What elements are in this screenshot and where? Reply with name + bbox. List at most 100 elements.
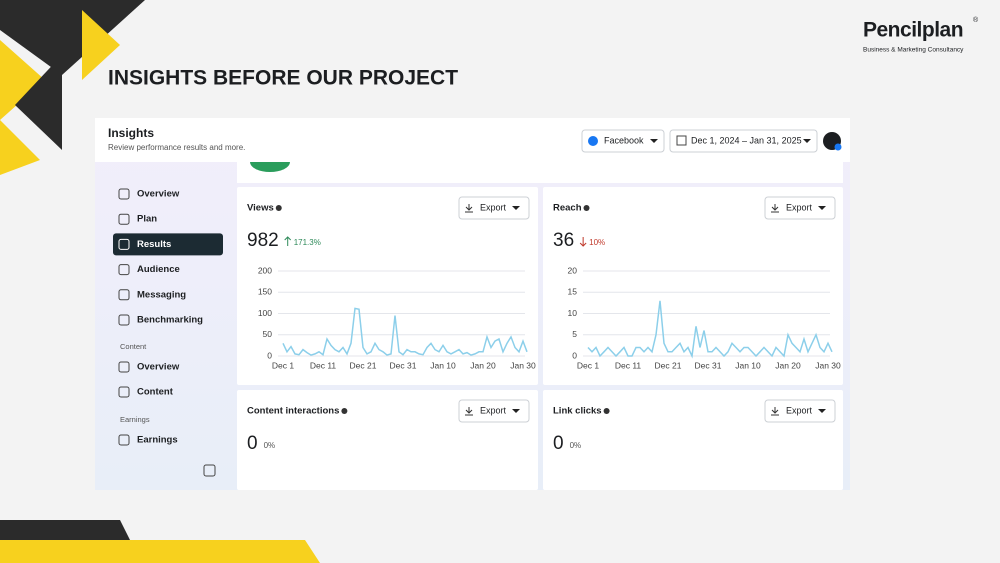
export-button[interactable] bbox=[764, 399, 836, 423]
decor-yellow bbox=[0, 120, 40, 175]
info-icon bbox=[603, 408, 610, 414]
y-tick-label: 0 bbox=[267, 350, 272, 360]
calendar-icon bbox=[676, 135, 687, 146]
decor-yellow bbox=[0, 40, 45, 120]
nav-icon bbox=[118, 361, 130, 373]
info-icon bbox=[583, 205, 590, 211]
export-button[interactable] bbox=[764, 196, 836, 220]
y-tick-label: 10 bbox=[568, 308, 578, 318]
download-icon bbox=[465, 204, 473, 213]
y-tick-label: 15 bbox=[568, 287, 578, 297]
nav-icon bbox=[118, 238, 130, 250]
y-tick-label: 200 bbox=[258, 265, 272, 275]
x-tick-label: Dec 11 bbox=[615, 360, 642, 370]
nav-heading: Earnings bbox=[120, 415, 150, 424]
brand-tagline: Business & Marketing Consultancy bbox=[863, 47, 964, 54]
decor-yellow bbox=[0, 540, 320, 563]
kpi-change: 0% bbox=[264, 441, 276, 450]
card-title: Link clicks bbox=[553, 406, 602, 417]
nav-item[interactable]: Overview bbox=[137, 362, 180, 373]
x-tick-label: Dec 31 bbox=[695, 360, 722, 370]
export-button[interactable] bbox=[458, 196, 530, 220]
nav-item[interactable]: Audience bbox=[137, 264, 180, 275]
decor-yellow bbox=[82, 10, 120, 80]
export-label: Export bbox=[480, 202, 507, 212]
arrow-down bbox=[579, 237, 587, 247]
y-tick-label: 50 bbox=[263, 329, 273, 339]
nav-icon bbox=[118, 434, 130, 446]
x-tick-label: Jan 10 bbox=[735, 360, 761, 370]
nav-selected bbox=[113, 233, 223, 256]
facebook-icon bbox=[588, 136, 598, 146]
date-range: Dec 1, 2024 – Jan 31, 2025 bbox=[691, 135, 802, 145]
data-line bbox=[282, 307, 528, 356]
x-tick-label: Jan 20 bbox=[775, 360, 801, 370]
brand-mark: ® bbox=[973, 16, 979, 24]
card bbox=[237, 162, 843, 183]
card bbox=[543, 187, 843, 385]
export-button[interactable] bbox=[458, 399, 530, 423]
platform-dropdown[interactable] bbox=[581, 129, 665, 153]
slide-title: INSIGHTS BEFORE OUR PROJECT bbox=[108, 67, 458, 90]
card bbox=[237, 187, 538, 385]
nav-item[interactable]: Earnings bbox=[137, 435, 178, 446]
sidebar: Overview Plan Results Audience Messaging Benc… bbox=[113, 188, 223, 477]
x-tick-label: Jan 30 bbox=[510, 360, 536, 370]
nav-item[interactable]: Overview bbox=[137, 189, 180, 200]
arrow-up bbox=[284, 236, 292, 246]
data-line bbox=[587, 300, 833, 359]
nav-icon bbox=[118, 289, 130, 301]
x-tick-label: Dec 1 bbox=[272, 360, 294, 370]
x-tick-label: Jan 20 bbox=[470, 360, 496, 370]
kpi-change: 0% bbox=[570, 441, 582, 450]
nav-icon bbox=[118, 314, 130, 326]
y-tick-label: 0 bbox=[572, 350, 577, 360]
nav-item[interactable]: Results bbox=[137, 239, 171, 250]
x-tick-label: Jan 30 bbox=[815, 360, 841, 370]
x-tick-label: Dec 31 bbox=[390, 360, 417, 370]
kpi-change: 171.3% bbox=[294, 238, 321, 247]
download-icon bbox=[771, 407, 779, 416]
nav-item[interactable]: Plan bbox=[137, 214, 157, 225]
header-title: Insights bbox=[108, 126, 154, 140]
date-dropdown[interactable] bbox=[669, 129, 818, 153]
info-icon bbox=[341, 408, 348, 414]
kpi-value: 982 bbox=[247, 230, 279, 251]
kpi-value: 0 bbox=[247, 433, 258, 454]
caret bbox=[818, 409, 826, 413]
collapse-icon[interactable] bbox=[203, 464, 216, 477]
nav-item[interactable]: Content bbox=[137, 387, 174, 398]
platform-label: Facebook bbox=[604, 135, 644, 145]
download-icon bbox=[465, 407, 473, 416]
nav-icon bbox=[118, 188, 130, 200]
decor-dark bbox=[0, 520, 130, 540]
x-tick-label: Jan 10 bbox=[430, 360, 456, 370]
y-tick-label: 20 bbox=[568, 265, 578, 275]
caret bbox=[512, 409, 520, 413]
decor-dark bbox=[0, 0, 145, 75]
x-tick-label: Dec 1 bbox=[577, 360, 599, 370]
nav-item[interactable]: Benchmarking bbox=[137, 315, 203, 326]
export-label: Export bbox=[480, 405, 507, 415]
avatar-badge bbox=[834, 143, 842, 151]
caret bbox=[650, 139, 658, 143]
caret bbox=[512, 206, 520, 210]
caret bbox=[803, 139, 811, 143]
download-icon bbox=[771, 204, 779, 213]
nav-item[interactable]: Messaging bbox=[137, 289, 186, 300]
x-tick-label: Dec 11 bbox=[310, 360, 337, 370]
caret bbox=[818, 206, 826, 210]
kpi-value: 36 bbox=[553, 230, 574, 251]
header-subtitle: Review performance results and more. bbox=[108, 143, 245, 152]
y-tick-label: 150 bbox=[258, 287, 272, 297]
kpi-change: 10% bbox=[589, 238, 605, 247]
partial-icon bbox=[250, 162, 290, 172]
y-tick-label: 100 bbox=[258, 308, 272, 318]
nav-heading: Content bbox=[120, 342, 147, 351]
x-tick-label: Dec 21 bbox=[350, 360, 377, 370]
export-label: Export bbox=[786, 405, 813, 415]
card-title: Reach bbox=[553, 203, 582, 214]
y-tick-label: 5 bbox=[572, 329, 577, 339]
